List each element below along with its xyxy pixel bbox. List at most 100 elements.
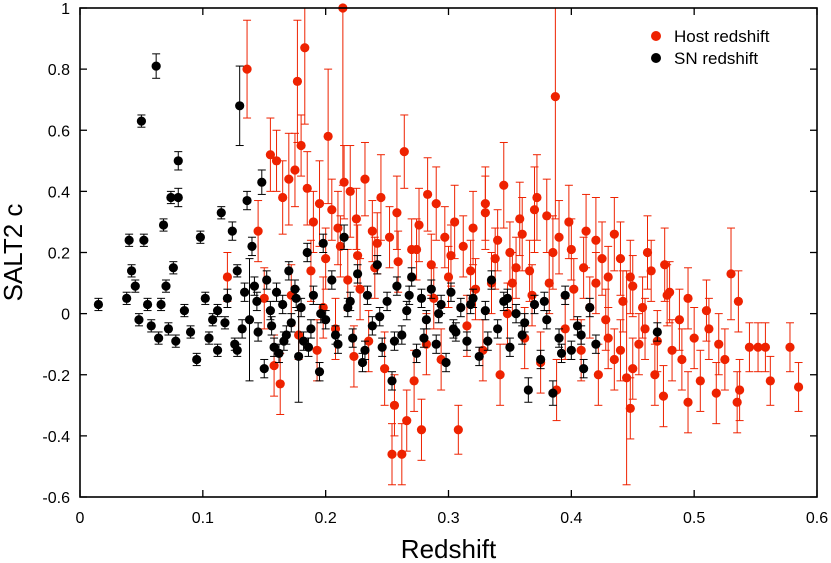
- data-point: [345, 296, 355, 306]
- data-point: [576, 345, 586, 355]
- data-point: [443, 272, 454, 282]
- data-point: [357, 357, 368, 368]
- data-point: [122, 293, 132, 303]
- y-tick-label: 0.4: [48, 184, 70, 201]
- data-point: [793, 382, 804, 392]
- data-point: [753, 342, 763, 352]
- data-point: [349, 351, 359, 362]
- data-point: [399, 147, 409, 157]
- data-point: [640, 324, 650, 334]
- data-point: [244, 315, 255, 325]
- data-point: [434, 309, 444, 319]
- data-point: [367, 226, 377, 236]
- data-point: [689, 333, 699, 343]
- data-point: [265, 305, 275, 316]
- data-point: [714, 339, 724, 349]
- data-point: [603, 272, 613, 282]
- data-point: [701, 305, 712, 316]
- data-point: [384, 232, 395, 242]
- data-point: [453, 425, 463, 435]
- data-point: [544, 278, 554, 288]
- data-point: [308, 290, 318, 300]
- x-axis-title: Redshift: [401, 534, 497, 563]
- data-point: [511, 309, 521, 319]
- data-point: [200, 293, 210, 303]
- data-point: [695, 376, 705, 386]
- data-point: [416, 425, 427, 435]
- data-point: [130, 281, 140, 291]
- data-point: [327, 275, 337, 285]
- data-point: [392, 208, 402, 218]
- data-point: [168, 263, 178, 273]
- data-point: [271, 156, 282, 166]
- legend-marker-host: [651, 31, 661, 41]
- data-point: [466, 266, 476, 276]
- data-point: [490, 254, 500, 264]
- data-point: [235, 101, 245, 111]
- data-point: [597, 254, 607, 264]
- data-point: [360, 345, 370, 355]
- data-point: [704, 324, 714, 334]
- data-point: [302, 247, 312, 258]
- data-point: [423, 189, 433, 200]
- data-point: [372, 238, 382, 248]
- data-point: [389, 336, 400, 346]
- data-point: [279, 336, 289, 346]
- data-point: [505, 342, 515, 352]
- data-point: [291, 293, 301, 303]
- series-layer: [93, 3, 804, 486]
- data-point: [318, 238, 328, 248]
- data-point: [683, 397, 693, 407]
- data-point: [227, 226, 237, 236]
- data-point: [466, 299, 476, 310]
- data-point: [303, 342, 314, 352]
- data-point: [360, 174, 370, 184]
- y-tick-label: -0.6: [42, 490, 70, 507]
- data-point: [387, 449, 397, 459]
- data-point: [173, 192, 183, 203]
- data-point: [382, 296, 392, 306]
- data-point: [124, 235, 134, 245]
- data-point: [511, 263, 521, 273]
- data-point: [539, 296, 549, 306]
- data-point: [407, 272, 417, 282]
- data-point: [520, 318, 530, 328]
- data-point: [321, 315, 331, 325]
- data-point: [376, 192, 386, 203]
- data-point: [517, 330, 527, 340]
- y-tick-label: 0.2: [48, 246, 70, 263]
- data-point: [220, 318, 230, 328]
- data-point: [785, 342, 795, 352]
- data-point: [560, 324, 570, 334]
- data-point: [389, 400, 400, 410]
- data-point: [253, 327, 263, 337]
- data-point: [411, 244, 422, 255]
- data-point: [529, 299, 540, 310]
- data-point: [618, 296, 628, 306]
- data-point: [339, 232, 349, 242]
- data-point: [566, 345, 576, 355]
- data-point: [142, 299, 153, 310]
- data-point: [426, 260, 436, 270]
- data-point: [603, 333, 613, 343]
- data-point: [284, 266, 294, 276]
- data-point: [387, 376, 397, 386]
- data-point: [252, 296, 262, 306]
- data-point: [576, 330, 586, 340]
- data-point: [269, 360, 279, 371]
- data-point: [446, 250, 456, 261]
- data-point: [296, 140, 306, 151]
- data-point: [353, 269, 363, 279]
- data-point: [421, 315, 431, 325]
- data-point: [646, 266, 656, 276]
- data-point: [171, 336, 181, 346]
- data-point: [195, 232, 205, 242]
- data-point: [462, 321, 472, 331]
- data-point: [468, 223, 478, 233]
- data-point: [523, 385, 533, 395]
- sn-redshift-series: [93, 53, 662, 406]
- data-point: [278, 299, 288, 310]
- data-point: [683, 293, 693, 303]
- data-point: [377, 342, 387, 352]
- data-point: [134, 315, 144, 325]
